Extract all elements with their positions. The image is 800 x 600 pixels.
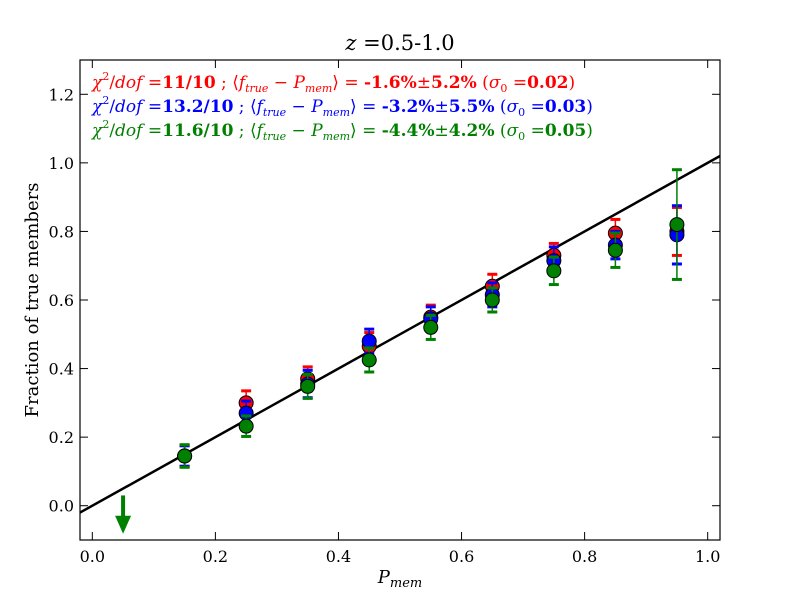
x-tick-label: 0.2 — [203, 547, 228, 566]
legend-sigma0: 0.03 — [545, 97, 586, 117]
y-tick-label: 0.8 — [49, 222, 74, 241]
data-point — [423, 319, 439, 335]
tick-layer: 0.0 0.2 0.4 0.6 0.8 1.0 0.0 0.2 0.4 0.6 0.8 1.0 1.2 — [49, 60, 720, 566]
legend-sigma0: 0.05 — [545, 121, 586, 141]
y-tick-label: 0.2 — [49, 428, 74, 447]
data-point — [546, 263, 562, 279]
x-tick-label: 0.0 — [80, 547, 105, 566]
y-tick-label: 1.0 — [49, 154, 74, 173]
legend-entry-2: χ2/dof =13.2/10 ; ⟨ftrue − Pmem⟩ = -3.2%… — [91, 94, 593, 119]
x-axis-label: Pmem — [377, 567, 422, 591]
y-tick-label: 0.6 — [49, 291, 74, 310]
legend-chi2: 11/10 — [162, 73, 216, 93]
legend-scatter: 5.5% — [449, 97, 495, 117]
data-point — [669, 217, 685, 233]
x-tick-label: 1.0 — [695, 547, 720, 566]
legend-chi2: 11.6/10 — [162, 121, 233, 141]
data-point — [361, 333, 377, 349]
upper-limit-arrow-head — [115, 515, 132, 534]
y-tick-label: 0.4 — [49, 360, 74, 379]
x-axis-label-sub: mem — [390, 576, 422, 591]
x-tick-label: 0.4 — [326, 547, 351, 566]
data-point — [361, 352, 377, 368]
legend-bias: -1.6% — [364, 73, 417, 93]
y-tick-label: 0.0 — [49, 497, 74, 516]
legend: χ2/dof =11/10 ; ⟨ftrue − Pmem⟩ = -1.6%±5… — [91, 70, 593, 143]
data-point — [300, 378, 316, 394]
legend-entry-1: χ2/dof =11/10 ; ⟨ftrue − Pmem⟩ = -1.6%±5… — [91, 70, 575, 95]
series-3 — [177, 168, 685, 469]
data-point — [177, 448, 193, 464]
legend-bias: -3.2% — [382, 97, 435, 117]
title-value: 0.5-1.0 — [381, 31, 455, 55]
data-point — [484, 292, 500, 308]
data-point — [238, 418, 254, 434]
y-tick-label: 1.2 — [49, 85, 74, 104]
data-layer — [115, 168, 685, 534]
legend-bias: -4.4% — [382, 121, 435, 141]
title-variable: z — [344, 31, 357, 55]
chart-title: z =0.5-1.0 — [344, 31, 454, 55]
data-point — [607, 242, 623, 258]
legend-entry-3: χ2/dof =11.6/10 ; ⟨ftrue − Pmem⟩ = -4.4%… — [91, 118, 593, 143]
x-axis-label-main: P — [377, 567, 391, 588]
y-axis-label: Fraction of true members — [22, 183, 43, 418]
legend-sigma0: 0.02 — [527, 73, 568, 93]
legend-chi2: 13.2/10 — [162, 97, 233, 117]
x-tick-label: 0.8 — [572, 547, 597, 566]
legend-scatter: 4.2% — [449, 121, 495, 141]
legend-scatter: 5.2% — [431, 73, 477, 93]
x-tick-label: 0.6 — [449, 547, 474, 566]
plot-frame — [79, 59, 721, 541]
